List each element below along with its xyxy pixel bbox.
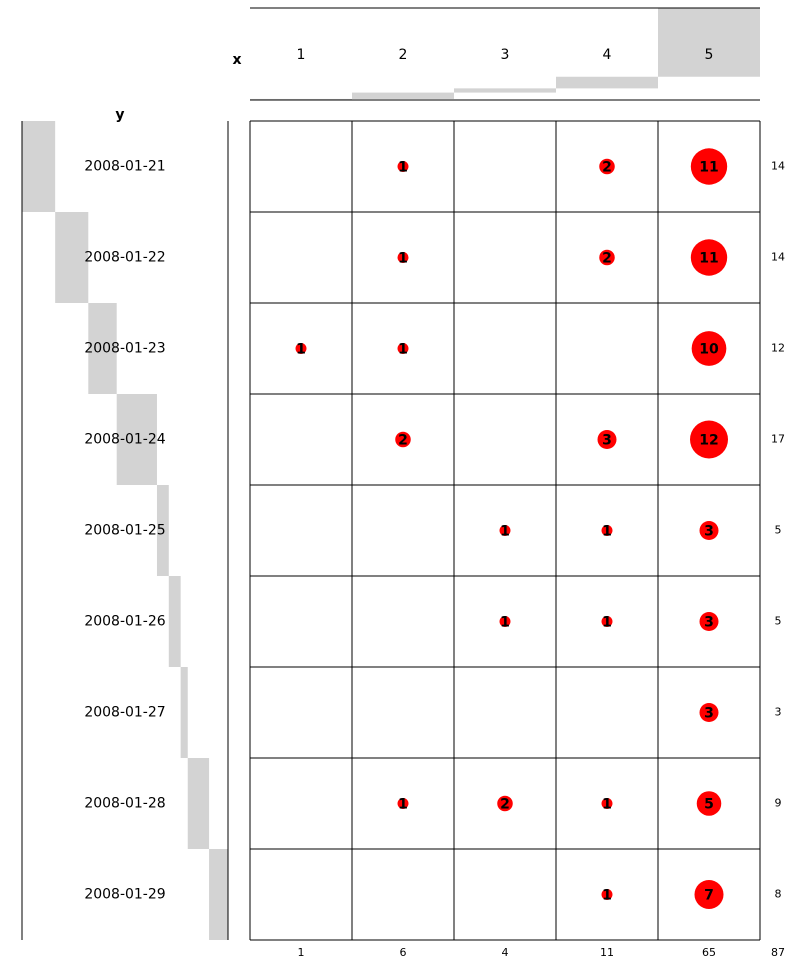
column-total: 4 <box>502 946 509 959</box>
balloon <box>397 343 409 354</box>
balloon <box>497 795 513 812</box>
balloon-label: 2 <box>602 160 612 176</box>
balloon-label: 3 <box>704 524 714 540</box>
row-total: 9 <box>775 797 782 810</box>
balloon <box>499 616 511 627</box>
column-total: 1 <box>298 946 305 959</box>
balloon <box>395 431 411 448</box>
row-total-bar <box>116 394 157 485</box>
row-total-bar <box>168 576 181 667</box>
balloon <box>691 331 727 366</box>
balloon <box>599 249 615 266</box>
column-total-bar <box>352 92 454 99</box>
balloon-label: 1 <box>602 524 612 540</box>
balloon <box>601 525 613 536</box>
balloon-label: 1 <box>398 251 408 267</box>
row-total: 17 <box>771 433 785 446</box>
balloon <box>397 798 409 809</box>
balloon-label: 1 <box>602 797 612 813</box>
column-total: 65 <box>702 946 716 959</box>
balloon-label: 11 <box>699 160 718 176</box>
row-label: 2008-01-21 <box>84 159 165 175</box>
row-total: 8 <box>775 888 782 901</box>
balloon-label: 11 <box>699 251 718 267</box>
row-total: 5 <box>775 615 782 628</box>
balloon-label: 2 <box>602 251 612 267</box>
balloon-label: 1 <box>398 160 408 176</box>
balloon <box>699 703 719 722</box>
row-label: 2008-01-29 <box>84 887 165 903</box>
row-total-bar <box>55 212 89 303</box>
balloon-label: 1 <box>500 524 510 540</box>
column-label: 2 <box>399 47 408 63</box>
balloon <box>599 158 615 175</box>
balloon <box>397 161 409 172</box>
balloon-label: 2 <box>500 797 510 813</box>
balloon <box>499 525 511 536</box>
balloon <box>397 252 409 263</box>
balloon-label: 2 <box>398 433 408 449</box>
balloon <box>699 521 719 540</box>
row-label: 2008-01-26 <box>84 614 165 630</box>
column-total: 11 <box>600 946 614 959</box>
balloon <box>699 612 719 631</box>
row-label: 2008-01-24 <box>84 432 165 448</box>
balloon <box>690 148 728 185</box>
row-label: 2008-01-22 <box>84 250 165 266</box>
column-label: 3 <box>501 47 510 63</box>
column-label: 1 <box>297 47 306 63</box>
balloon <box>295 343 307 354</box>
balloon-label: 3 <box>704 615 714 631</box>
column-total: 6 <box>400 946 407 959</box>
column-total-bar <box>250 98 352 100</box>
balloon <box>690 420 728 459</box>
row-total: 5 <box>775 524 782 537</box>
grand-total: 87 <box>771 946 785 959</box>
balloon-label: 12 <box>699 433 718 449</box>
row-total-bar <box>187 758 210 849</box>
column-total-bar <box>556 76 658 89</box>
row-label: 2008-01-25 <box>84 523 165 539</box>
column-label: 5 <box>705 47 714 63</box>
row-total: 14 <box>771 160 785 173</box>
balloon <box>601 798 613 809</box>
balloon <box>696 791 722 816</box>
column-label: 4 <box>603 47 612 63</box>
column-total-bar <box>658 8 760 77</box>
balloon-label: 1 <box>602 615 612 631</box>
balloon-label: 1 <box>398 797 408 813</box>
row-total-bar <box>156 485 169 576</box>
column-total-bar <box>454 88 556 93</box>
row-label: 2008-01-27 <box>84 705 165 721</box>
balloon <box>694 879 724 910</box>
x-axis-label: x <box>232 52 241 68</box>
row-total: 3 <box>775 706 782 719</box>
balloon <box>601 616 613 627</box>
balloon <box>597 430 617 449</box>
balloon-label: 3 <box>704 706 714 722</box>
row-total-bar <box>209 849 228 940</box>
row-label: 2008-01-28 <box>84 796 165 812</box>
balloon-label: 5 <box>704 797 714 813</box>
row-total-bar <box>180 667 188 758</box>
balloon-label: 1 <box>296 342 306 358</box>
balloon-label: 7 <box>704 888 714 904</box>
balloon-label: 10 <box>699 342 719 358</box>
balloon-label: 1 <box>602 888 612 904</box>
row-total: 12 <box>771 342 785 355</box>
balloon <box>690 239 728 276</box>
y-axis-label: y <box>115 107 124 123</box>
balloon-label: 3 <box>602 433 612 449</box>
row-total-bar <box>88 303 117 394</box>
row-label: 2008-01-23 <box>84 341 165 357</box>
row-total: 14 <box>771 251 785 264</box>
balloon-label: 1 <box>398 342 408 358</box>
balloon-label: 1 <box>500 615 510 631</box>
row-total-bar <box>22 121 56 212</box>
balloon <box>601 889 613 900</box>
